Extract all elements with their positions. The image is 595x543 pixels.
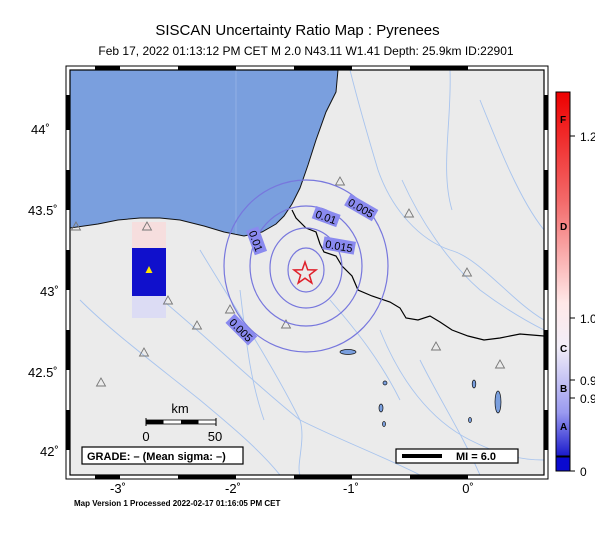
colorbar-letter: F	[560, 115, 566, 126]
station-icon	[280, 319, 292, 329]
lat-tick-label: 43.5˚	[28, 203, 58, 218]
colorbar-value: 0	[580, 465, 587, 479]
mi-legend: MI = 6.0	[395, 448, 519, 464]
processing-footer: Map Version 1 Processed 2022-02-17 01:16…	[74, 499, 281, 508]
station-icon	[141, 221, 153, 231]
longitude-labels: -3˚ -2˚ -1˚ 0˚	[110, 481, 474, 496]
station-icon	[403, 208, 415, 218]
scale-bar-unit: km	[171, 401, 188, 416]
scale-bar-label: 0	[142, 429, 149, 444]
colorbar-zero-swatch	[555, 456, 571, 472]
contour-label: 0.015	[324, 239, 353, 256]
lat-tick-label: 42.5˚	[28, 365, 58, 380]
station-icon	[95, 377, 107, 387]
uncertainty-contours	[223, 179, 389, 353]
lat-tick-label: 42˚	[40, 444, 59, 459]
mi-legend-text: MI = 6.0	[456, 451, 496, 463]
station-marker-icon[interactable]	[145, 266, 153, 273]
station-icon	[334, 176, 346, 186]
contour-0.015	[269, 227, 343, 309]
colorbar-value: 0.9	[580, 392, 595, 406]
lon-tick-label: -3˚	[110, 481, 126, 496]
contour-0.005	[223, 179, 389, 353]
colorbar: F D C B A 1.2 1.0 0.9 0.9 0	[555, 91, 595, 479]
latitude-labels: 44˚ 43.5˚ 43˚ 42.5˚ 42˚	[28, 122, 59, 459]
scale-bar-label: 50	[208, 429, 222, 444]
scale-bar: km 0 50	[142, 401, 222, 444]
colorbar-value: 1.0	[580, 312, 595, 326]
lon-tick-label: 0˚	[462, 481, 474, 496]
colorbar-letter: B	[560, 384, 567, 395]
colorbar-value: 1.2	[580, 130, 595, 144]
station-icon	[461, 267, 473, 277]
map-area[interactable]: 0.01 0.005 0.01 0.015 0.005 km	[70, 70, 544, 475]
lat-tick-label: 43˚	[40, 284, 59, 299]
contour-0.01	[249, 205, 363, 327]
map-title: SISCAN Uncertainty Ratio Map : Pyrenees	[155, 22, 440, 39]
station-icon	[138, 347, 150, 357]
station-icon	[430, 341, 442, 351]
colorbar-letter: A	[560, 422, 567, 433]
lon-tick-label: -2˚	[225, 481, 241, 496]
station-icon	[191, 320, 203, 330]
seismic-stations	[70, 176, 506, 387]
rivers	[79, 70, 544, 475]
colorbar-letter: D	[560, 222, 567, 233]
colorbar-letter: C	[560, 344, 567, 355]
station-icon	[70, 221, 82, 231]
contour-0.02	[287, 247, 325, 293]
lat-tick-label: 44˚	[31, 122, 50, 137]
country-border	[291, 209, 544, 341]
grade-box: GRADE: – (Mean sigma: –)	[81, 446, 244, 465]
lon-tick-label: -1˚	[343, 481, 359, 496]
station-icon	[162, 295, 174, 305]
station-cell-bottom	[132, 296, 166, 318]
station-icon	[494, 359, 506, 369]
colorbar-value: 0.9	[580, 374, 595, 388]
lakes	[339, 349, 502, 427]
station-icon	[224, 304, 236, 314]
sea-area	[70, 70, 339, 237]
epicenter-star-icon[interactable]	[291, 259, 319, 285]
map-subtitle: Feb 17, 2022 01:13:12 PM CET M 2.0 N43.1…	[98, 44, 514, 58]
grade-text: GRADE: – (Mean sigma: –)	[87, 451, 226, 463]
map-frame	[65, 65, 549, 480]
